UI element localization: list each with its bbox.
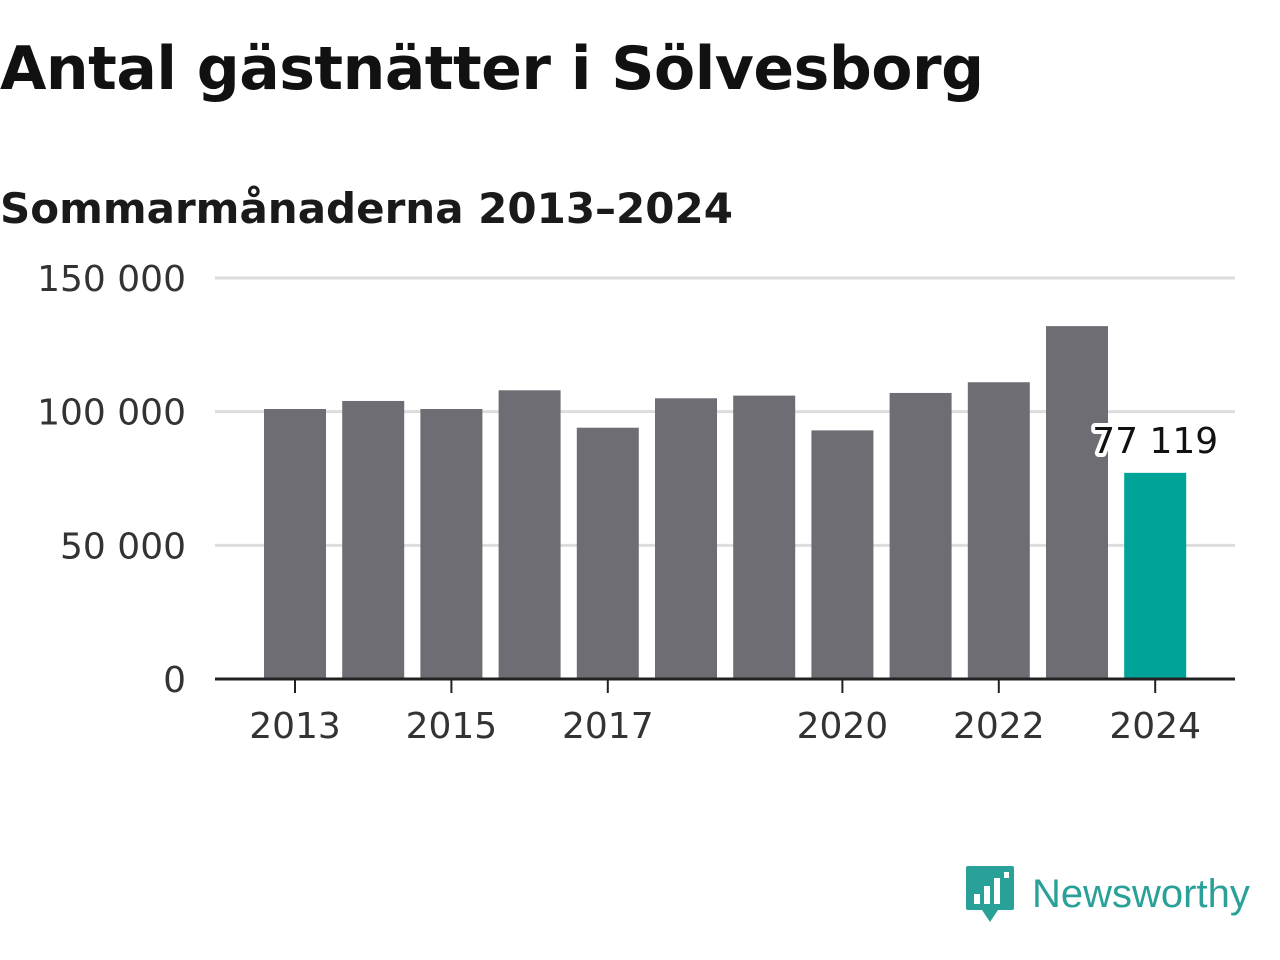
bar: [576, 427, 639, 679]
bar: [1124, 472, 1187, 679]
chart-title: Antal gästnätter i Sölvesborg: [0, 34, 984, 104]
data-label-halo: 77 119: [1092, 421, 1218, 462]
y-tick-label: 150 000: [37, 259, 186, 300]
bar: [811, 430, 874, 679]
x-tick-label: 2020: [797, 706, 889, 747]
bar: [1046, 326, 1108, 679]
x-tick-label: 2022: [953, 706, 1045, 747]
brand-name: Newsworthy: [1032, 871, 1250, 916]
bar: [420, 408, 483, 679]
chart-subtitle: Sommarmånaderna 2013–2024: [0, 184, 733, 233]
x-tick-label: 2024: [1109, 706, 1201, 747]
bar: [498, 390, 561, 679]
newsworthy-brand: Newsworthy: [964, 864, 1250, 924]
newsworthy-logo-icon: [966, 866, 1014, 922]
x-tick-label: 2017: [562, 706, 654, 747]
bar: [264, 408, 326, 679]
x-tick-label: 2015: [406, 706, 498, 747]
bar: [733, 395, 796, 679]
x-tick-label: 2013: [249, 706, 341, 747]
bar: [342, 400, 405, 679]
data-label: 77 119: [1092, 421, 1218, 462]
y-tick-label: 100 000: [37, 393, 186, 434]
y-tick-label: 50 000: [60, 526, 186, 567]
bar: [655, 398, 717, 679]
bar: [889, 392, 952, 679]
bar: [967, 382, 1030, 679]
y-tick-label: 0: [163, 660, 186, 701]
